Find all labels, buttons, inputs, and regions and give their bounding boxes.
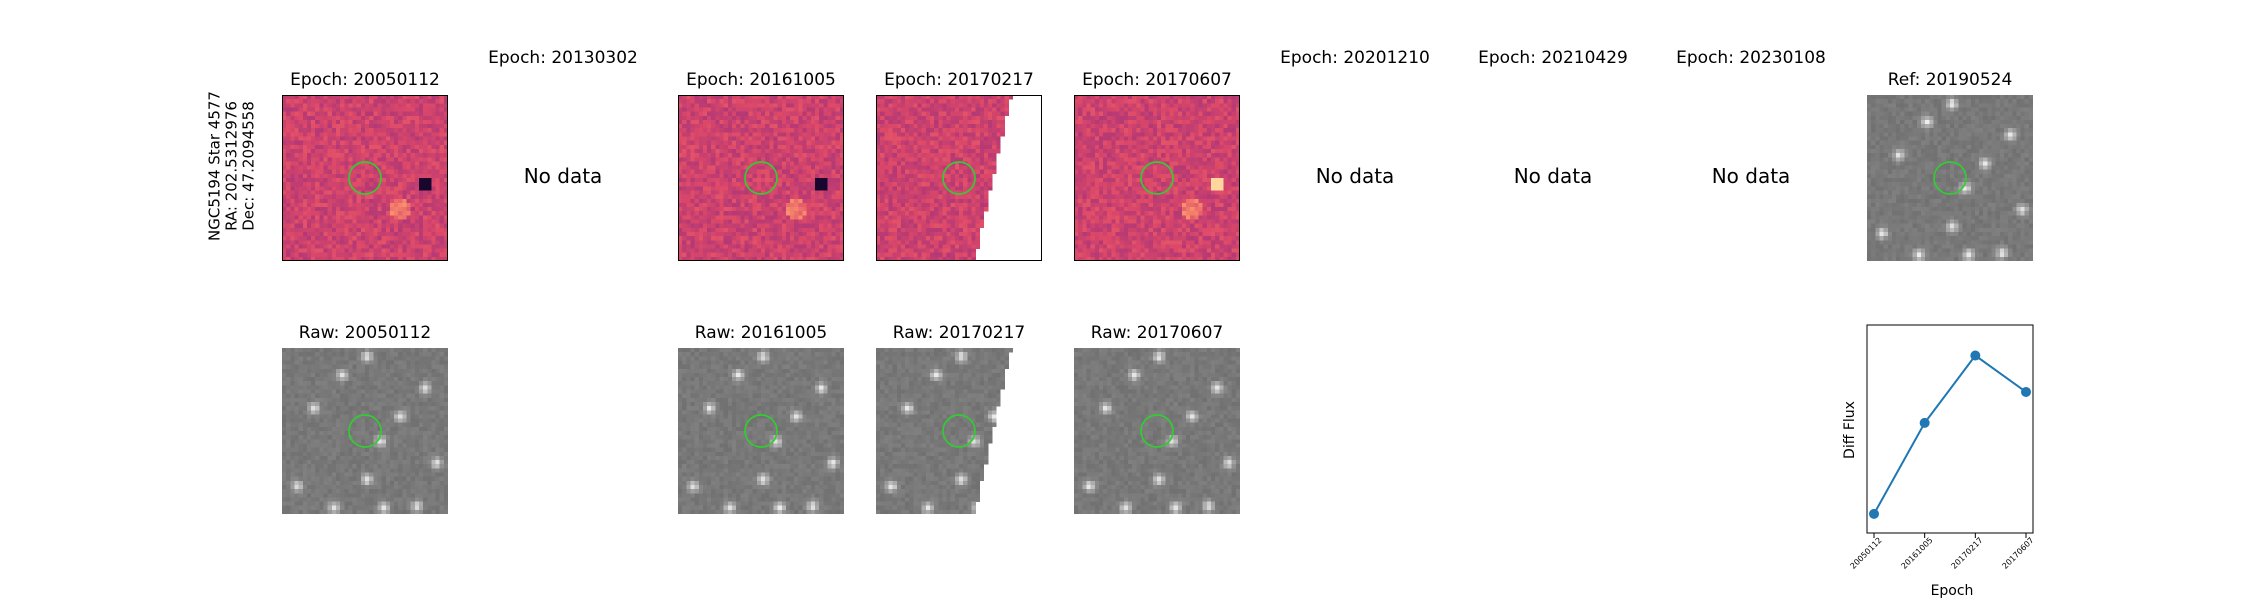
diff-image-20170217-aperture [942, 161, 976, 195]
flux-point-20170607 [2021, 386, 2031, 397]
reference-image [1867, 95, 2033, 261]
raw-image-20170607-aperture [1140, 414, 1174, 448]
diff-image-20170607 [1074, 95, 1240, 261]
flux-series-line [1873, 354, 2027, 515]
raw-image-20050112-aperture [348, 414, 382, 448]
raw-image-20170607 [1074, 348, 1240, 514]
raw-title-20050112: Raw: 20050112 [298, 323, 432, 343]
raw-image-20050112 [282, 348, 448, 514]
raw-image-20161005 [678, 348, 844, 514]
diff-image-20050112-aperture [348, 161, 382, 195]
no-data-20201210: No data [1315, 164, 1395, 188]
reference-image-aperture [1933, 161, 1967, 195]
no-data-20230108: No data [1711, 164, 1791, 188]
epoch-title-20170217: Epoch: 20170217 [884, 70, 1034, 90]
epoch-title-20161005: Epoch: 20161005 [686, 70, 836, 90]
reference-title: Ref: 20190524 [1887, 70, 2013, 90]
diff-image-20161005 [678, 95, 844, 261]
raw-title-20170607: Raw: 20170607 [1090, 323, 1224, 343]
epoch-title-20210429: Epoch: 20210429 [1478, 48, 1628, 68]
flux-point-20050112 [1869, 508, 1879, 519]
diff-image-20170217 [876, 95, 1042, 261]
epoch-title-20130302: Epoch: 20130302 [488, 48, 638, 68]
diff-image-20170607-aperture [1140, 161, 1174, 195]
raw-image-20170217-aperture [942, 414, 976, 448]
flux-point-20161005 [1919, 417, 1930, 428]
no-data-20210429: No data [1513, 164, 1593, 188]
raw-image-20161005-aperture [744, 414, 778, 448]
diff-image-20161005-aperture [744, 161, 778, 195]
no-data-20130302: No data [523, 164, 603, 188]
raw-title-20170217: Raw: 20170217 [892, 323, 1026, 343]
raw-image-20170217 [876, 348, 1042, 514]
epoch-title-20170607: Epoch: 20170607 [1082, 70, 1232, 90]
raw-title-20161005: Raw: 20161005 [694, 323, 828, 343]
epoch-title-20050112: Epoch: 20050112 [290, 70, 440, 90]
epoch-title-20201210: Epoch: 20201210 [1280, 48, 1430, 68]
flux-x-axis-label: Epoch [1930, 583, 1974, 599]
epoch-title-20230108: Epoch: 20230108 [1676, 48, 1826, 68]
flux-point-20170217 [1970, 350, 1981, 361]
flux-plot-frame [1866, 324, 2034, 534]
diff-image-20050112 [282, 95, 448, 261]
